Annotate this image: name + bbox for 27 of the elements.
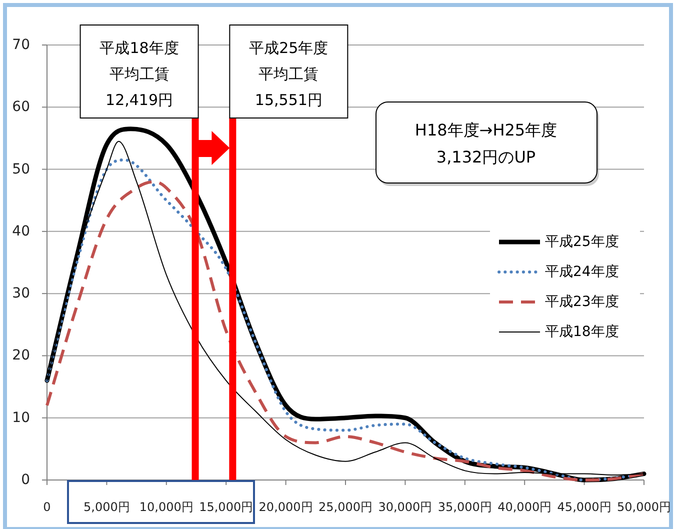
y-tick-label: 40	[12, 223, 30, 240]
y-tick-label: 10	[12, 410, 30, 426]
x-tick-label: 45,000円	[557, 500, 612, 514]
x-tick-label: 20,000円	[258, 500, 313, 514]
legend-label: 平成18年度	[545, 324, 619, 340]
y-tick-label: 30	[12, 286, 30, 302]
legend-label: 平成25年度	[545, 234, 619, 250]
legend-label: 平成24年度	[545, 264, 619, 280]
y-tick-label: 0	[21, 472, 30, 488]
x-tick-label: 35,000円	[438, 500, 492, 514]
x-tick-label: 25,000円	[318, 500, 372, 514]
x-tick-label: 5,000円	[84, 500, 130, 514]
y-tick-label: 50	[12, 161, 30, 178]
y-tick-label: 20	[12, 348, 30, 364]
annotation: H18年度→H25年度 3,132円のUP	[414, 120, 558, 166]
ref-line-label: 平成25年度平均工賃15,551円	[249, 39, 328, 109]
x-tick-label: 10,000円	[139, 500, 194, 514]
annotation: H18年度→H25年度 3,132円のUP	[376, 102, 599, 186]
ref-line-label: 平成18年度平均工賃12,419円	[100, 39, 179, 109]
y-tick-label: 70	[12, 37, 30, 53]
y-tick-label: 60	[12, 99, 30, 116]
legend-label: 平成23年度	[545, 294, 619, 310]
x-tick-label: 40,000円	[498, 500, 552, 514]
x-tick-label: 0	[43, 500, 51, 514]
x-tick-label: 50,000円	[617, 500, 671, 514]
x-tick-label: 15,000円	[199, 500, 254, 514]
x-tick-label: 30,000円	[378, 500, 432, 514]
